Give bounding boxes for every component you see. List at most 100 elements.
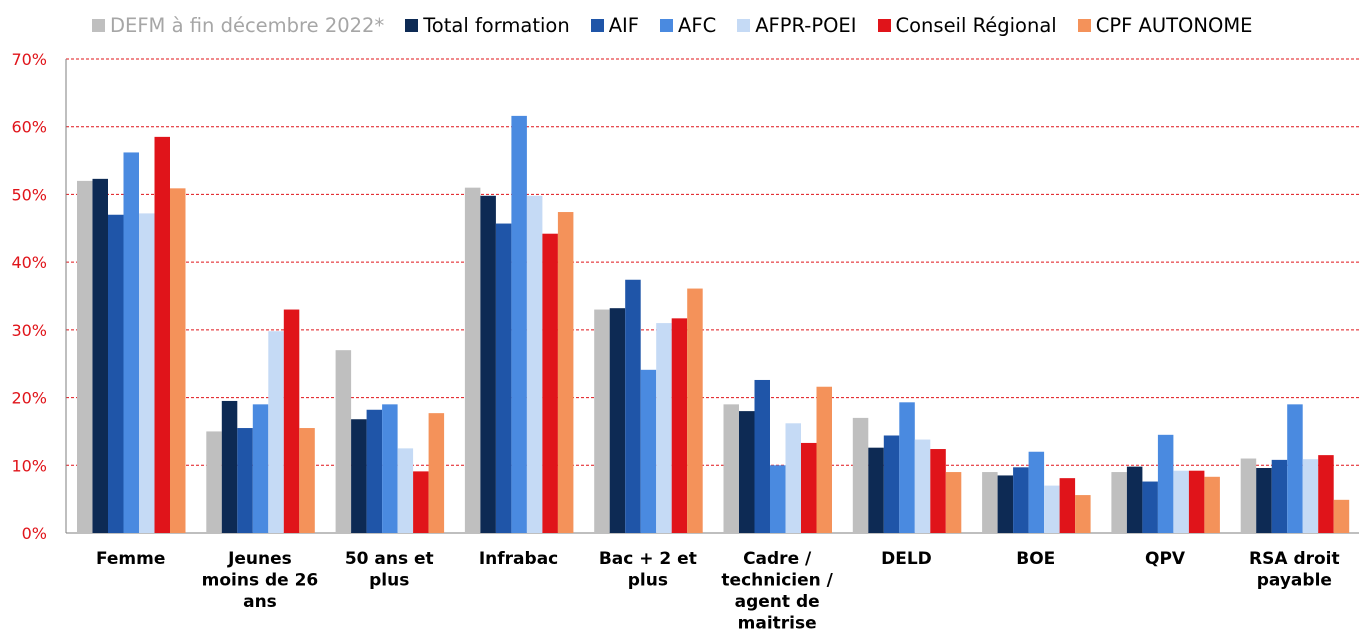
bar [1302,459,1319,533]
bar [785,423,801,533]
bar [997,475,1014,533]
bar [495,223,512,533]
x-category-label: ans [243,592,277,612]
x-category-label: plus [369,571,409,591]
legend-item: AIF [590,13,640,37]
bar [1188,470,1205,533]
bar [801,442,817,533]
y-tick-label: 0% [22,524,47,543]
bar [1318,455,1334,533]
bar [1157,434,1174,533]
legend-label: CPF AUTONOME [1095,13,1253,37]
legend-swatch [660,18,674,32]
bar [1111,472,1127,533]
bar [139,213,155,534]
legend-item: DEFM à fin décembre 2022* [92,14,384,37]
bar [1271,459,1288,533]
bar [609,308,626,533]
bar [594,309,610,533]
legend-label: DEFM à fin décembre 2022* [110,13,385,37]
x-category-label: Jeunes [227,549,292,569]
legend-label: AFC [678,13,717,37]
bar [108,214,124,533]
legend-label: Conseil Régional [895,13,1057,37]
x-category-label: 50 ans et [345,549,434,569]
y-tick-label: 10% [11,456,47,475]
y-tick-label: 50% [11,185,47,204]
bar [1044,485,1060,533]
bar [852,417,869,533]
bar [1059,478,1076,533]
legend-swatch [590,18,604,32]
bar [739,411,755,533]
bar [754,379,770,533]
legend-item: CPF AUTONOME [1077,13,1253,37]
bar [170,188,186,533]
bar [511,115,527,533]
bar [252,404,269,533]
bar [914,439,931,533]
chart-legend: DEFM à fin décembre 2022* Total formation… [92,10,1252,40]
legend-item: Total formation [405,14,570,37]
y-tick-label: 20% [11,389,47,408]
x-category-label: technicien / [721,571,833,591]
x-category-label: BOE [1016,549,1055,569]
bar [557,212,574,533]
legend-item: AFPR-POEI [737,13,857,37]
x-category-label: Cadre / [743,549,812,569]
bar [687,288,703,533]
legend-item: Conseil Régional [877,13,1057,37]
bar [542,233,558,533]
x-category-label: moins de 26 [202,571,319,591]
bar [868,447,884,533]
bar [237,428,253,533]
legend-label: Total formation [423,13,570,37]
bar [206,431,222,533]
bar [1333,499,1350,533]
bar [123,152,139,533]
bar [930,449,946,533]
x-category-label: Femme [96,549,165,569]
bar [221,400,238,533]
legend-swatch [1077,18,1091,32]
bar [1287,404,1303,533]
bar [154,136,170,533]
bar [480,195,496,534]
bar [1204,476,1220,533]
x-category-label: maitrise [738,614,817,630]
bar [656,323,672,533]
bar [671,318,688,533]
bar [428,413,445,533]
bar [723,404,739,533]
bar [1173,470,1189,533]
bar [625,279,641,533]
legend-label: AIF [608,13,640,37]
legend-swatch [877,18,891,32]
bar [1126,466,1143,533]
y-tick-label: 30% [11,321,47,340]
bar [1142,481,1158,533]
bar [283,309,300,533]
bar [382,404,398,533]
bar [883,435,900,533]
bar [945,472,962,533]
legend-swatch [737,18,751,32]
x-category-label: payable [1257,571,1332,591]
bar [982,472,998,533]
bar [366,409,383,533]
x-category-label: DELD [881,549,932,569]
bar [351,419,367,533]
x-category-label: Infrabac [479,549,558,569]
bar [268,331,284,533]
y-tick-label: 70% [11,50,47,69]
bar [397,448,414,533]
y-tick-label: 40% [11,253,47,272]
bar [816,386,832,533]
bar [335,350,352,533]
bar [1028,451,1045,533]
x-category-label: Bac + 2 et [599,549,697,569]
legend-label: AFPR-POEI [755,13,857,37]
legend-swatch [405,18,419,32]
bar [92,178,108,533]
x-category-label: RSA droit [1249,549,1340,569]
